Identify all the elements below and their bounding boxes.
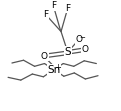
Text: +: + [54,63,61,72]
Text: O: O [41,52,48,61]
Text: S: S [64,47,71,57]
Text: F: F [51,1,56,10]
Text: O: O [75,35,82,44]
Text: Sn: Sn [47,65,60,75]
Text: O: O [81,45,88,54]
Text: F: F [65,4,70,13]
Text: −: − [79,35,85,41]
Text: F: F [44,11,49,20]
